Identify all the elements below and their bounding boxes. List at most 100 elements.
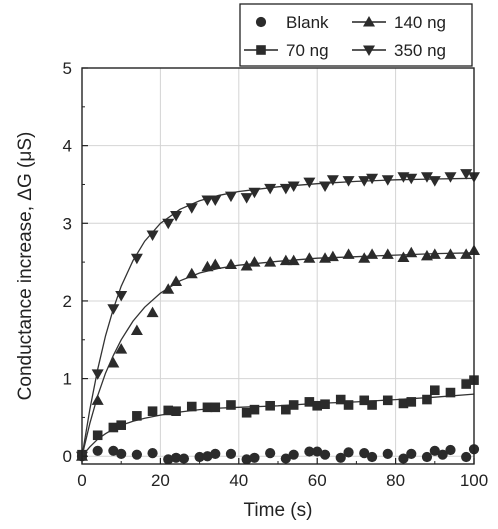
data-point-blank bbox=[131, 449, 142, 460]
data-point-70-ng bbox=[430, 385, 440, 396]
data-point-70-ng bbox=[335, 394, 346, 405]
legend-item-350-ng: 350 ng bbox=[352, 41, 446, 60]
y-tick-label: 2 bbox=[63, 292, 72, 311]
x-tick-label: 0 bbox=[77, 471, 86, 490]
data-point-140-ng bbox=[264, 256, 277, 267]
data-point-blank bbox=[398, 453, 409, 464]
data-point-blank bbox=[304, 446, 315, 457]
data-point-70-ng bbox=[108, 422, 119, 433]
x-tick-label: 20 bbox=[151, 471, 170, 490]
data-point-350-ng bbox=[460, 169, 473, 180]
data-point-140-ng bbox=[428, 248, 441, 259]
data-point-350-ng bbox=[342, 176, 355, 187]
legend-marker bbox=[255, 16, 267, 28]
legend-item-70-ng: 70 ng bbox=[244, 41, 329, 60]
data-point-blank bbox=[163, 454, 174, 465]
data-point-350-ng bbox=[185, 203, 198, 214]
data-point-140-ng bbox=[279, 254, 292, 266]
x-tick-label: 40 bbox=[229, 471, 248, 490]
data-point-350-ng bbox=[107, 304, 120, 315]
data-point-140-ng bbox=[224, 258, 237, 269]
legend-marker bbox=[363, 45, 375, 56]
y-tick-label: 3 bbox=[63, 214, 72, 233]
legend-item-140-ng: 140 ng bbox=[352, 13, 446, 32]
data-point-140-ng bbox=[381, 248, 394, 259]
data-point-blank bbox=[406, 448, 417, 460]
data-point-70-ng bbox=[367, 400, 377, 410]
data-point-blank bbox=[288, 449, 299, 460]
data-point-350-ng bbox=[146, 230, 159, 241]
data-point-140-ng bbox=[130, 324, 143, 335]
data-point-blank bbox=[335, 452, 346, 463]
data-point-140-ng bbox=[240, 260, 253, 271]
data-point-70-ng bbox=[382, 395, 393, 406]
data-point-blank bbox=[170, 452, 182, 463]
data-point-blank bbox=[429, 445, 440, 456]
data-point-blank bbox=[445, 444, 456, 456]
data-point-blank bbox=[421, 451, 433, 463]
data-point-140-ng bbox=[115, 343, 128, 354]
data-point-70-ng bbox=[398, 398, 409, 409]
data-point-blank bbox=[265, 448, 276, 459]
data-point-70-ng bbox=[249, 404, 260, 415]
data-point-70-ng bbox=[92, 430, 103, 441]
data-point-70-ng bbox=[343, 400, 354, 410]
data-point-140-ng bbox=[460, 248, 473, 259]
data-point-350-ng bbox=[264, 183, 277, 195]
data-point-70-ng bbox=[147, 406, 158, 416]
data-point-140-ng bbox=[248, 256, 261, 267]
data-point-70-ng bbox=[288, 400, 299, 410]
y-tick-label: 4 bbox=[63, 137, 72, 156]
data-point-140-ng bbox=[162, 283, 175, 294]
plot-area bbox=[76, 68, 480, 465]
data-point-blank bbox=[225, 448, 237, 460]
legend-label: Blank bbox=[286, 13, 329, 32]
data-point-140-ng bbox=[209, 258, 222, 269]
data-point-350-ng bbox=[130, 253, 143, 265]
data-point-350-ng bbox=[279, 183, 292, 195]
x-tick-label: 100 bbox=[460, 471, 488, 490]
y-tick-label: 1 bbox=[63, 370, 72, 389]
legend-label: 140 ng bbox=[394, 13, 446, 32]
data-point-350-ng bbox=[428, 176, 441, 187]
data-point-70-ng bbox=[116, 420, 126, 430]
data-point-blank bbox=[319, 449, 331, 460]
data-point-70-ng bbox=[202, 402, 213, 413]
data-point-blank bbox=[241, 454, 252, 465]
data-point-70-ng bbox=[406, 397, 417, 407]
data-point-70-ng bbox=[312, 400, 322, 411]
data-point-70-ng bbox=[359, 395, 370, 406]
data-point-70-ng bbox=[461, 379, 471, 389]
legend-marker bbox=[256, 45, 266, 55]
data-point-70-ng bbox=[163, 405, 174, 416]
data-point-blank bbox=[178, 453, 190, 464]
data-point-140-ng bbox=[170, 275, 183, 287]
data-point-70-ng bbox=[445, 387, 456, 398]
data-point-350-ng bbox=[162, 218, 175, 230]
legend-label: 70 ng bbox=[286, 41, 329, 60]
legend-box bbox=[239, 3, 473, 67]
data-point-70-ng bbox=[132, 411, 142, 421]
legend-marker bbox=[363, 16, 375, 27]
y-tick-label: 0 bbox=[63, 447, 72, 466]
data-point-140-ng bbox=[185, 267, 198, 279]
data-point-70-ng bbox=[210, 402, 221, 413]
data-point-140-ng bbox=[287, 254, 300, 266]
data-point-blank bbox=[92, 445, 103, 456]
data-point-140-ng bbox=[326, 250, 339, 262]
data-point-350-ng bbox=[405, 173, 418, 185]
data-point-140-ng bbox=[397, 251, 410, 262]
data-point-350-ng bbox=[287, 181, 300, 193]
y-axis-label: Conductance increase, ΔG (μS) bbox=[15, 132, 36, 401]
data-point-blank bbox=[210, 448, 221, 460]
data-point-140-ng bbox=[342, 248, 355, 259]
data-point-350-ng bbox=[319, 181, 332, 193]
data-point-blank bbox=[108, 445, 119, 456]
data-point-350-ng bbox=[91, 369, 104, 380]
data-point-350-ng bbox=[201, 195, 214, 206]
fit-curve-3 bbox=[81, 177, 475, 457]
data-point-350-ng bbox=[303, 177, 316, 189]
data-point-350-ng bbox=[248, 187, 261, 199]
axes: 0 20 40 60 80 100 0 1 2 3 4 5 bbox=[63, 59, 489, 490]
